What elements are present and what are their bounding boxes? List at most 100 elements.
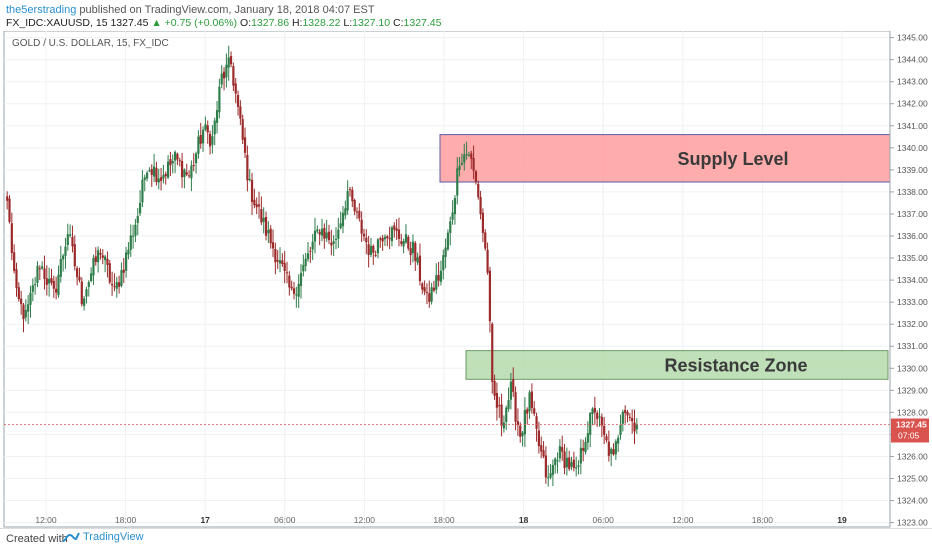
candle-body (171, 161, 174, 164)
candle-body (120, 270, 123, 286)
candle-body (260, 209, 263, 223)
price-axis[interactable]: 1345.00 1344.00 1343.00 1342.00 1341.00 1340.… (890, 33, 928, 528)
supply-zone-label: Supply Level (677, 149, 788, 169)
close-value: 1327.45 (403, 17, 442, 29)
candle-body (264, 216, 268, 236)
price-tick-label: 1343.00 (897, 77, 928, 87)
chart-title: GOLD / U.S. DOLLAR, 15, FX_IDC (12, 38, 169, 49)
candle-body (540, 445, 543, 452)
candle-body (388, 237, 391, 240)
price-tick-label: 1330.00 (897, 363, 928, 373)
candle-body (288, 275, 291, 288)
candle-body (353, 199, 356, 212)
candle-body (479, 197, 482, 215)
candle-body (521, 432, 524, 437)
supply-zone-box[interactable] (439, 134, 891, 183)
candle-body (57, 274, 60, 296)
candle-body (614, 441, 617, 455)
candle-body (404, 234, 408, 243)
candle-body (619, 424, 622, 436)
candle-body (376, 239, 380, 254)
candle-body (316, 229, 319, 232)
candle-body (631, 417, 634, 422)
candle-body (439, 270, 443, 282)
time-tick-label: 17 (200, 515, 210, 525)
candle-body (498, 405, 501, 407)
candle-body (332, 241, 335, 244)
candle-body (628, 416, 631, 418)
tradingview-link[interactable]: TradingView (62, 531, 144, 543)
candle-body (183, 169, 186, 177)
candle-body (152, 166, 156, 177)
candle-body (318, 231, 321, 235)
candle-body (201, 129, 205, 144)
candle-body (197, 136, 200, 154)
resistance-zone-box[interactable] (465, 350, 889, 380)
candle-body (6, 196, 9, 201)
candle-body (108, 263, 111, 283)
candle-body (507, 400, 510, 409)
candle-body (330, 242, 333, 246)
candle-body (115, 282, 118, 289)
candle-body (411, 241, 415, 254)
candle-body (41, 266, 44, 269)
candle-body (253, 199, 256, 206)
candle-body (190, 165, 193, 179)
candle-body (73, 244, 76, 267)
candle-body (505, 407, 508, 422)
candle-body (278, 260, 282, 264)
candle-body (551, 464, 554, 475)
candle-body (617, 437, 620, 444)
candle-body (101, 255, 104, 258)
grid (4, 31, 890, 527)
chart-area[interactable]: Supply Level Resistance Zone GOLD / U.S. … (0, 30, 932, 533)
candle-body (446, 232, 450, 250)
candle-body (456, 168, 459, 196)
candle-body (407, 236, 410, 249)
candle-body (600, 416, 603, 426)
candle-body (83, 298, 86, 306)
price-chart[interactable]: Supply Level Resistance Zone GOLD / U.S. … (0, 30, 932, 531)
candle-body (488, 270, 492, 322)
candle-body (589, 413, 592, 435)
candle-body (295, 294, 298, 296)
candle-body (159, 177, 163, 181)
price-tick-label: 1332.00 (897, 319, 928, 329)
candle-body (131, 235, 135, 237)
candle-body (442, 255, 445, 271)
time-tick-label: 18:00 (433, 515, 455, 525)
candle-body (262, 217, 265, 222)
candle-body (533, 408, 536, 414)
candle-body (484, 232, 487, 249)
candle-body (360, 219, 363, 234)
zones (439, 134, 891, 380)
high-label: H: (291, 17, 303, 29)
candle-body (76, 268, 79, 278)
last-price-tag-label: 1327.45 (896, 419, 927, 429)
candle-body (428, 293, 431, 302)
candle-body (512, 379, 515, 392)
candle-body (556, 460, 559, 462)
candle-body (596, 412, 599, 420)
time-axis[interactable]: 12:00 18:00 17 06:00 12:00 18:00 18 06:00 12:00 1… (35, 515, 847, 531)
candle-body (22, 304, 25, 320)
candle-body (467, 154, 471, 156)
candle-body (199, 135, 202, 144)
candle-body (297, 283, 300, 297)
author-link[interactable]: the5erstrading (6, 4, 77, 16)
candle-body (243, 137, 247, 153)
price-tick-label: 1323.00 (897, 518, 928, 528)
candle-body (348, 189, 352, 191)
candle-body (561, 447, 564, 452)
candle-body (299, 272, 303, 287)
resistance-zone-label: Resistance Zone (664, 355, 807, 375)
candle-body (169, 159, 172, 166)
candle-body (381, 238, 384, 242)
candle-body (423, 287, 426, 292)
price-tick-label: 1331.00 (897, 341, 928, 351)
candle-body (372, 245, 375, 253)
candle-body (341, 212, 345, 227)
time-tick-label: 06:00 (593, 515, 615, 525)
candle-body (257, 204, 261, 207)
time-tick-label: 12:00 (672, 515, 694, 525)
